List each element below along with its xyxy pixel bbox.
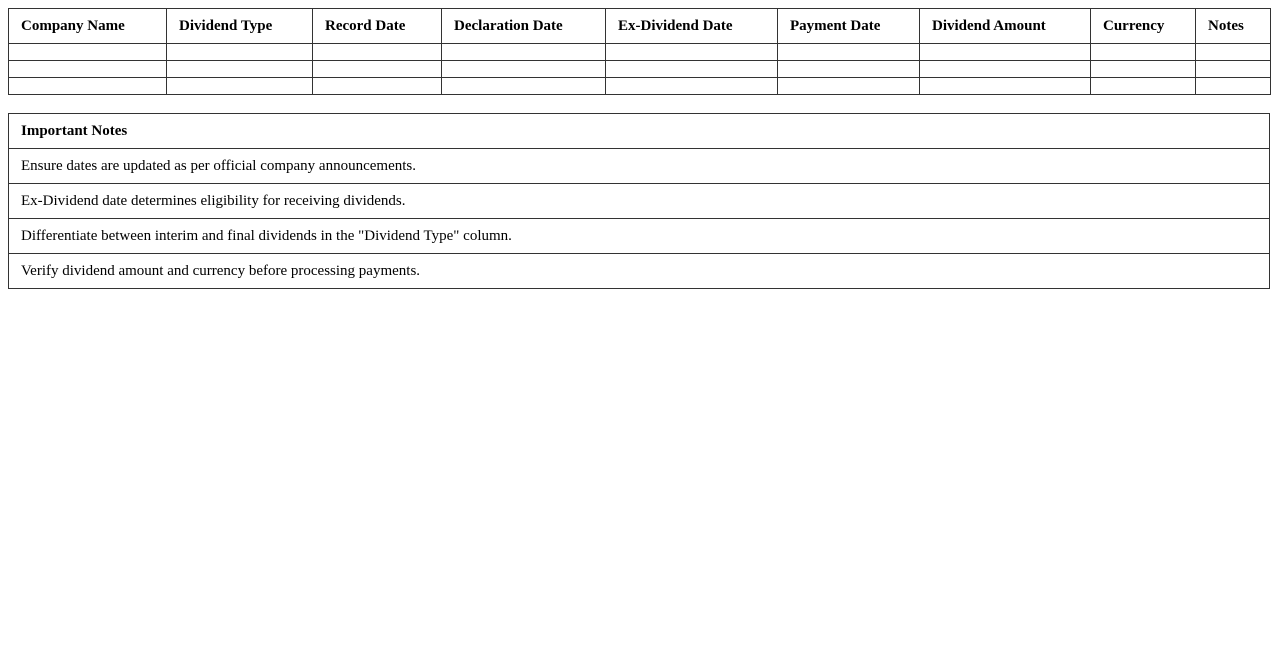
- column-header: Record Date: [312, 8, 442, 44]
- note-row: Ensure dates are updated as per official…: [8, 148, 1270, 184]
- column-header: Currency: [1090, 8, 1196, 44]
- column-header: Dividend Amount: [919, 8, 1091, 44]
- table-cell[interactable]: [1195, 77, 1271, 95]
- table-cell[interactable]: [8, 43, 167, 61]
- table-cell[interactable]: [1090, 43, 1196, 61]
- table-cell[interactable]: [8, 60, 167, 78]
- important-notes-table: Important Notes Ensure dates are updated…: [8, 113, 1270, 289]
- table-cell[interactable]: [312, 77, 442, 95]
- note-row: Ex-Dividend date determines eligibility …: [8, 183, 1270, 219]
- note-text: Verify dividend amount and currency befo…: [8, 253, 1270, 289]
- table-cell[interactable]: [441, 43, 606, 61]
- dividend-table: Company Name Dividend Type Record Date Decl…: [8, 8, 1271, 95]
- note-text: Ensure dates are updated as per official…: [8, 148, 1270, 184]
- column-header: Payment Date: [777, 8, 920, 44]
- table-cell[interactable]: [1090, 60, 1196, 78]
- table-cell[interactable]: [441, 60, 606, 78]
- column-header: Dividend Type: [166, 8, 313, 44]
- table-cell[interactable]: [1090, 77, 1196, 95]
- note-row: Differentiate between interim and final …: [8, 218, 1270, 254]
- note-text: Differentiate between interim and final …: [8, 218, 1270, 254]
- table-cell[interactable]: [166, 43, 313, 61]
- notes-title: Important Notes: [8, 113, 1270, 149]
- table-cell[interactable]: [919, 60, 1091, 78]
- table-cell[interactable]: [1195, 43, 1271, 61]
- table-cell[interactable]: [919, 77, 1091, 95]
- table-cell[interactable]: [777, 43, 920, 61]
- notes-header-row: Important Notes: [8, 113, 1270, 149]
- table-cell[interactable]: [8, 77, 167, 95]
- note-row: Verify dividend amount and currency befo…: [8, 253, 1270, 289]
- column-header: Declaration Date: [441, 8, 606, 44]
- table-cell[interactable]: [1195, 60, 1271, 78]
- note-text: Ex-Dividend date determines eligibility …: [8, 183, 1270, 219]
- table-cell[interactable]: [605, 60, 778, 78]
- table-cell[interactable]: [605, 43, 778, 61]
- table-row: [8, 43, 1271, 61]
- table-cell[interactable]: [605, 77, 778, 95]
- table-cell[interactable]: [919, 43, 1091, 61]
- column-header: Ex-Dividend Date: [605, 8, 778, 44]
- table-row: [8, 60, 1271, 78]
- table-header-row: Company Name Dividend Type Record Date Decl…: [8, 8, 1271, 44]
- table-cell[interactable]: [312, 43, 442, 61]
- table-cell[interactable]: [777, 77, 920, 95]
- table-cell[interactable]: [777, 60, 920, 78]
- column-header: Company Name: [8, 8, 167, 44]
- table-cell[interactable]: [166, 77, 313, 95]
- table-cell[interactable]: [312, 60, 442, 78]
- table-cell[interactable]: [166, 60, 313, 78]
- column-header: Notes: [1195, 8, 1271, 44]
- table-cell[interactable]: [441, 77, 606, 95]
- table-row: [8, 77, 1271, 95]
